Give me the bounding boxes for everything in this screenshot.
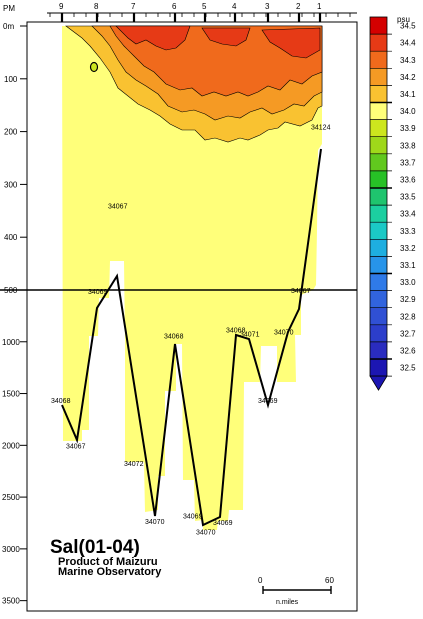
scale-bar-right: 60	[325, 576, 334, 585]
bottom-label: 34069	[258, 398, 278, 405]
bottom-label: 34067	[291, 288, 311, 295]
legend-swatch	[370, 273, 387, 291]
contour-ring	[89, 61, 99, 73]
subtitle-line-2: Marine Observatory	[58, 566, 162, 578]
top-axis-label: PM	[3, 4, 15, 13]
legend-label: 33.2	[400, 244, 416, 253]
legend-swatch	[370, 324, 387, 342]
station-label: 4	[232, 2, 237, 11]
station-label: 6	[172, 2, 177, 11]
legend-swatch	[370, 17, 387, 35]
sea-floor-line	[61, 148, 322, 527]
top-axis: 9 8 7 6 5 4 3 2 1	[47, 2, 357, 22]
legend-unit: psu	[397, 15, 410, 24]
legend-label: 33.3	[400, 227, 416, 236]
bottom-label: 34124	[311, 124, 331, 131]
legend-swatch	[370, 51, 387, 69]
bottom-label: 34068	[51, 398, 71, 405]
legend-swatch	[370, 34, 387, 52]
legend-swatch	[370, 102, 387, 120]
legend-label: 34.5	[400, 22, 416, 31]
legend-label: 33.5	[400, 193, 416, 202]
legend-label: 33.7	[400, 158, 416, 167]
y-tick-label: 2000	[2, 441, 20, 450]
y-tick-label: 3500	[2, 597, 20, 606]
legend-swatch	[370, 188, 387, 206]
y-tick-label: 1500	[2, 390, 20, 399]
y-tick-label: 1000	[2, 338, 20, 347]
bottom-label: 34067	[66, 443, 86, 450]
bottom-label: 34070	[274, 329, 294, 336]
legend-label: 34.4	[400, 39, 416, 48]
y-tick-label: 0m	[3, 22, 14, 31]
y-tick-label: 400	[4, 233, 18, 242]
legend-label: 33.9	[400, 124, 416, 133]
station-label: 1	[317, 2, 322, 11]
y-tick-label: 3000	[2, 545, 20, 554]
legend-swatch	[370, 136, 387, 154]
legend-label: 33.8	[400, 141, 416, 150]
bottom-label: 34068	[164, 334, 184, 341]
bottom-label: 34070	[196, 529, 216, 536]
y-tick-label: 200	[4, 128, 18, 137]
bottom-label: 34071	[240, 331, 260, 338]
bottom-label: 34068	[226, 327, 246, 334]
bottom-label: 34069	[183, 514, 203, 521]
legend-swatch	[370, 205, 387, 223]
legend-swatch	[370, 307, 387, 325]
scale-bar-unit: n.miles	[276, 599, 299, 606]
subtitle-line-1: Product of Maizuru	[58, 556, 158, 568]
legend-label: 34.3	[400, 56, 416, 65]
region-34-0	[62, 26, 322, 530]
bottom-labels: 34068 34067 34069 34067 34072 34070 34068 34069…	[51, 124, 331, 536]
legend-label: 34.1	[400, 90, 416, 99]
legend-label: 32.5	[400, 364, 416, 373]
legend-swatch	[370, 222, 387, 240]
legend-label: 32.6	[400, 346, 416, 355]
legend-swatch	[370, 341, 387, 359]
y-tick-label: 300	[4, 180, 18, 189]
y-tick-label: 100	[4, 75, 18, 84]
legend-swatch	[370, 85, 387, 103]
legend-label: 32.7	[400, 329, 416, 338]
station-label: 7	[131, 2, 136, 11]
legend-arrow	[369, 375, 388, 391]
region-34-4	[115, 25, 321, 59]
scale-bar: 0 60 n.miles	[258, 576, 334, 606]
legend-swatch	[370, 239, 387, 257]
station-label: 3	[265, 2, 270, 11]
legend-label: 33.1	[400, 261, 416, 270]
legend-label: 32.9	[400, 295, 416, 304]
legend-label: 34.0	[400, 107, 416, 116]
bottom-label: 34069	[88, 289, 108, 296]
legend-label: 32.8	[400, 312, 416, 321]
y-tick-label: 2500	[2, 493, 20, 502]
station-label: 5	[202, 2, 207, 11]
legend-swatch	[370, 68, 387, 86]
legend-swatch	[370, 359, 387, 377]
legend-swatch	[370, 256, 387, 274]
station-label: 8	[94, 2, 99, 11]
legend-label: 33.0	[400, 278, 416, 287]
legend-swatch	[370, 290, 387, 308]
y-tick-label: 500	[4, 286, 18, 295]
bottom-label: 34069	[213, 520, 233, 527]
bottom-label: 34067	[108, 204, 128, 211]
legend-swatch	[370, 119, 387, 137]
legend-label: 33.4	[400, 210, 416, 219]
legend-swatch	[370, 170, 387, 188]
legend: 34.5 34.4 34.3 34.2 34.1 34.0 33.9 33.8 33.7 33.6…	[369, 16, 416, 391]
legend-label: 34.2	[400, 73, 416, 82]
station-label: 2	[296, 2, 301, 11]
bottom-label: 34070	[145, 519, 165, 526]
chart-title: Sal(01-04)	[50, 537, 140, 558]
bottom-label: 34072	[124, 461, 144, 468]
legend-swatch	[370, 153, 387, 171]
y-axis: 0m 100 200 300 400 500 1000 1500 2000 2500 3000 350…	[2, 22, 27, 606]
legend-label: 33.6	[400, 175, 416, 184]
scale-bar-left: 0	[258, 576, 263, 585]
station-label: 9	[59, 2, 64, 11]
